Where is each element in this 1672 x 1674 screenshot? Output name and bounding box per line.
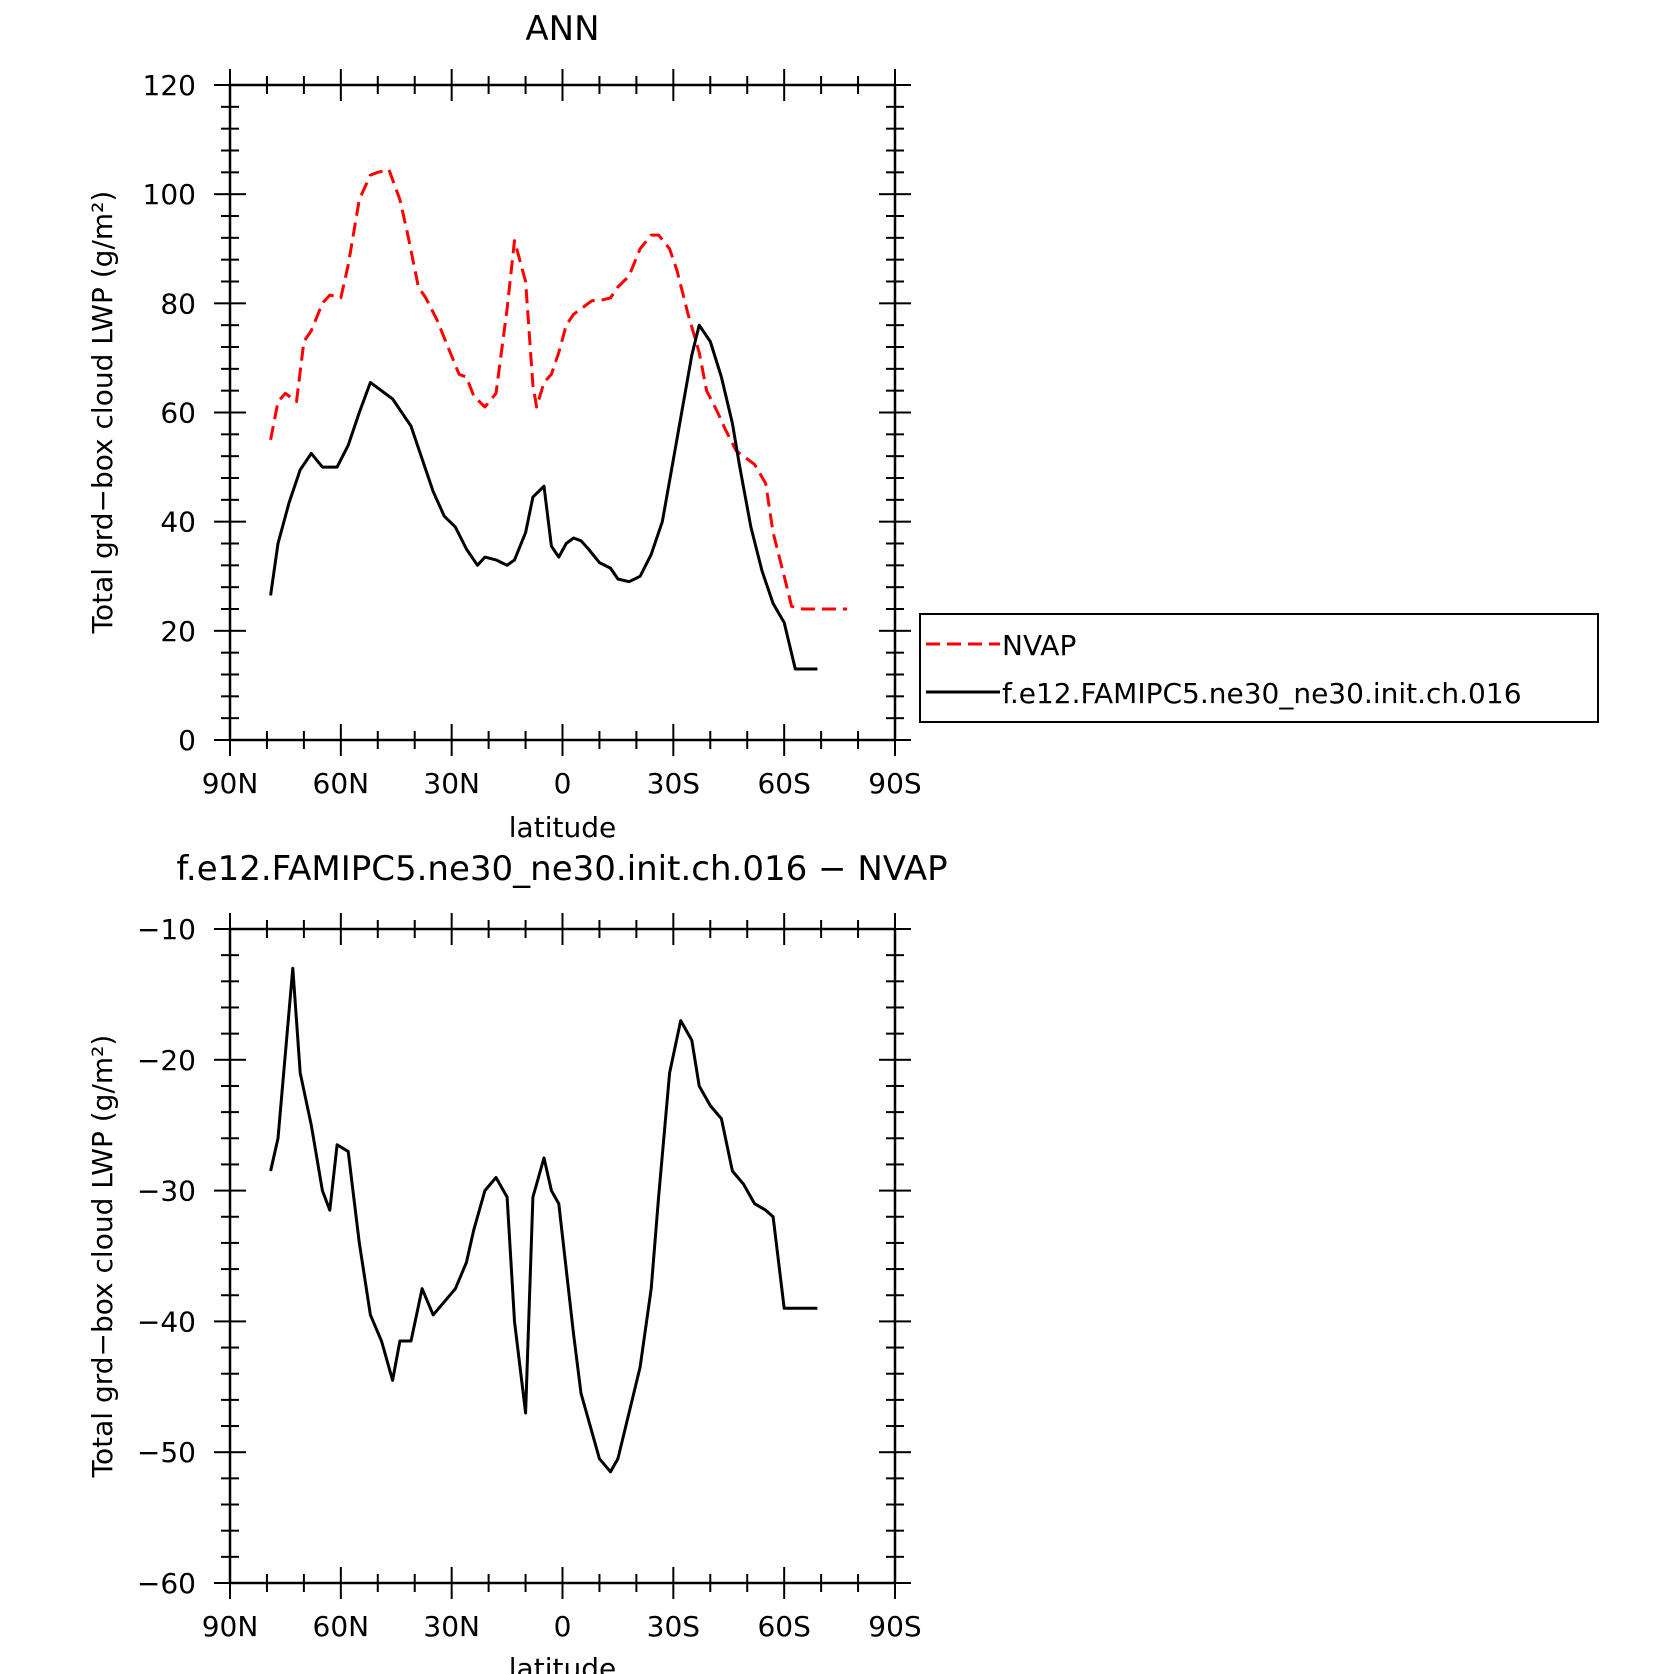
y-tick-label: 120	[143, 69, 196, 102]
x-tick-label: 90S	[868, 767, 921, 800]
y-axis-label: Total grd−box cloud LWP (g/m²)	[86, 191, 119, 635]
x-tick-label: 30S	[647, 767, 700, 800]
x-tick-label: 60N	[313, 767, 370, 800]
y-tick-label: −60	[137, 1567, 196, 1600]
x-tick-label: 90N	[202, 1610, 259, 1643]
x-axis-label: latitude	[509, 811, 616, 844]
series-line-0	[269, 168, 847, 611]
x-tick-label: 0	[554, 1610, 572, 1643]
y-axis-label: Total grd−box cloud LWP (g/m²)	[86, 1035, 119, 1479]
series-line-0	[269, 966, 818, 1474]
x-tick-label: 60S	[757, 1610, 810, 1643]
y-tick-label: 0	[178, 724, 196, 757]
legend-entry-1: f.e12.FAMIPC5.ne30_ne30.init.ch.016	[1002, 677, 1522, 710]
y-tick-label: −50	[137, 1436, 196, 1469]
y-tick-label: 20	[160, 615, 196, 648]
plot-frame	[228, 927, 897, 1585]
y-tick-label: 60	[160, 397, 196, 430]
x-tick-label: 30N	[423, 1610, 480, 1643]
x-tick-label: 60N	[313, 1610, 370, 1643]
x-tick-label: 0	[554, 767, 572, 800]
y-tick-label: 40	[160, 506, 196, 539]
x-tick-label: 30S	[647, 1610, 700, 1643]
y-tick-label: −30	[137, 1175, 196, 1208]
x-axis-label: latitude	[509, 1652, 616, 1674]
series-line-1	[269, 323, 818, 671]
plot-frame	[228, 83, 897, 742]
chart-title: f.e12.FAMIPC5.ne30_ne30.init.ch.016 − NV…	[176, 849, 947, 889]
y-tick-label: 80	[160, 287, 196, 320]
x-tick-label: 60S	[757, 767, 810, 800]
x-tick-label: 90N	[202, 767, 259, 800]
bottom-panel: f.e12.FAMIPC5.ne30_ne30.init.ch.016 − NV…	[86, 849, 948, 1674]
y-tick-label: −10	[137, 913, 196, 946]
y-tick-label: 100	[143, 178, 196, 211]
x-tick-label: 30N	[423, 767, 480, 800]
legend-entry-0: NVAP	[1002, 629, 1076, 662]
chart-title: ANN	[525, 9, 599, 49]
top-panel: ANN 90N 60N 30N 0 30S 60S 90S 0 20 40 60 80 100 120 lat…	[86, 9, 1599, 844]
y-tick-label: −20	[137, 1044, 196, 1077]
legend-box	[919, 613, 1599, 723]
x-tick-label: 90S	[868, 1610, 921, 1643]
y-tick-label: −40	[137, 1305, 196, 1338]
